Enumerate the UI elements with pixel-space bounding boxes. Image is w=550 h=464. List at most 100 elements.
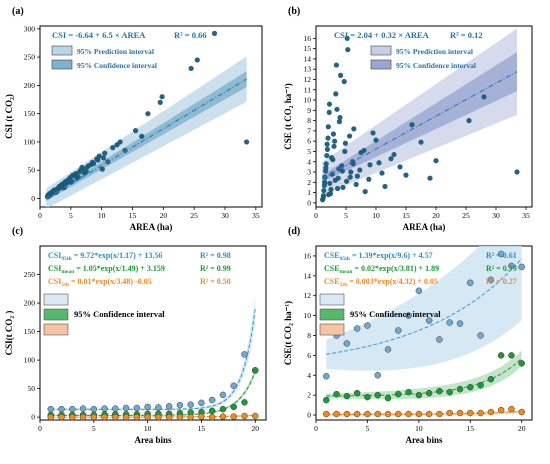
data-point (395, 390, 402, 398)
x-tick-label: 15 (198, 424, 206, 433)
data-point (446, 319, 453, 326)
data-point (415, 391, 423, 399)
legend-label: 95% Confidence interval (77, 61, 157, 70)
data-point (159, 94, 165, 100)
r-squared: R² = 0.98 (200, 251, 231, 260)
data-point (331, 143, 337, 149)
r-squared: R² = 0.50 (200, 277, 231, 286)
data-point (367, 162, 373, 168)
y-tick-label: 16 (304, 251, 312, 260)
data-point (95, 157, 101, 163)
data-point (362, 188, 368, 195)
data-point (208, 413, 216, 420)
y-tick-label: 6 (307, 351, 311, 360)
data-point (425, 389, 433, 397)
data-point (481, 94, 487, 100)
y-axis-title: CSE (t CO₂ ha⁻¹) (283, 83, 293, 149)
data-point (405, 388, 412, 396)
x-tick-label: 0 (314, 424, 318, 433)
data-point (333, 390, 340, 398)
legend-swatch (370, 45, 392, 56)
r-squared: R² = 0.66 (174, 30, 207, 40)
data-point (357, 167, 363, 173)
data-point (326, 101, 333, 107)
data-point (323, 161, 329, 167)
data-point (344, 35, 350, 41)
data-point (384, 346, 392, 353)
data-point (487, 408, 495, 416)
y-tick-label: 12 (304, 291, 312, 300)
data-point (47, 413, 55, 420)
y-tick-label: 5 (307, 147, 311, 156)
data-point (323, 373, 330, 380)
data-point (330, 157, 336, 163)
y-tick-label: 14 (304, 54, 312, 63)
y-tick-label: 6 (307, 137, 311, 146)
data-point (122, 404, 130, 412)
data-point (194, 57, 200, 63)
data-point (110, 145, 116, 151)
data-point (518, 408, 525, 416)
data-point (341, 78, 347, 85)
data-point (382, 183, 388, 190)
data-point (144, 403, 151, 411)
data-point (425, 410, 433, 418)
legend-label: 95% Prediction interval (77, 47, 154, 56)
y-tick-label: 0 (307, 411, 311, 420)
data-point (243, 139, 250, 145)
y-tick-label: 0 (307, 198, 311, 207)
y-tick-label: 200 (24, 299, 36, 308)
x-tick-label: 10 (98, 211, 106, 220)
data-point (176, 413, 184, 420)
data-point (425, 317, 433, 324)
data-point (320, 193, 327, 199)
fit-equation: CSI = 2.04 + 0.32 × AREA (334, 30, 430, 40)
panel-label: (c) (12, 226, 23, 237)
y-tick-label: 2 (307, 178, 311, 187)
y-tick-label: 50 (28, 166, 36, 175)
data-point (347, 174, 353, 180)
prediction-band (46, 56, 247, 207)
x-tick-label: 20 (160, 211, 168, 220)
data-point (343, 392, 351, 400)
data-point (145, 111, 151, 117)
data-point (379, 170, 385, 176)
data-point (219, 405, 227, 413)
y-tick-label: 13 (304, 65, 312, 74)
r-squared: R² = 0.79 (486, 264, 517, 273)
data-point (208, 396, 216, 404)
legend-swatch (370, 59, 392, 70)
y-tick-label: 4 (307, 157, 311, 166)
data-point (188, 65, 194, 72)
data-point (335, 185, 341, 192)
data-point (89, 159, 96, 165)
data-point (324, 146, 330, 153)
x-tick-label: 0 (314, 211, 318, 220)
data-point (446, 388, 453, 396)
data-point (508, 262, 515, 270)
x-tick-label: 35 (522, 211, 530, 220)
data-point (415, 287, 423, 294)
data-point (208, 407, 216, 415)
plot-frame (315, 25, 533, 208)
data-point (487, 375, 495, 383)
data-point (333, 410, 340, 418)
y-tick-label: 50 (28, 384, 36, 393)
data-point (96, 153, 102, 159)
data-point (251, 367, 259, 374)
data-point (230, 382, 237, 390)
data-point (395, 327, 402, 334)
data-point (327, 191, 333, 197)
plot-area (320, 28, 520, 203)
y-tick-label: 1 (307, 188, 311, 197)
legend-label: 95% Prediction interval (396, 47, 473, 56)
y-tick-label: 9 (307, 106, 311, 115)
y-tick-label: 2 (307, 391, 311, 400)
data-point (508, 405, 515, 413)
data-point (354, 173, 360, 179)
data-point (364, 393, 371, 401)
data-point (436, 410, 443, 418)
data-point (79, 413, 87, 420)
legend-swatch (319, 293, 345, 306)
data-point (395, 410, 402, 418)
